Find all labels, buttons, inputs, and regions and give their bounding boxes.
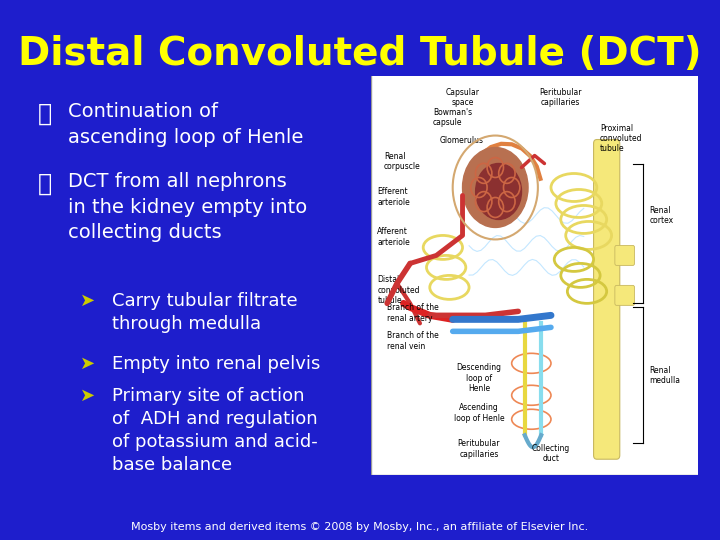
Text: Distal Convoluted Tubule (DCT): Distal Convoluted Tubule (DCT) — [18, 35, 702, 73]
Text: Renal
cortex: Renal cortex — [649, 206, 673, 225]
Circle shape — [462, 147, 528, 227]
Text: ⎄: ⎄ — [38, 172, 52, 196]
Text: ⎄: ⎄ — [38, 102, 52, 126]
Text: Efferent
arteriole: Efferent arteriole — [377, 187, 410, 207]
Text: Renal
corpuscle: Renal corpuscle — [384, 152, 420, 171]
Text: Bowman's
capsule: Bowman's capsule — [433, 107, 472, 127]
Text: Peritubular
capillaries: Peritubular capillaries — [458, 439, 500, 458]
Text: Distal
convoluted
tubule: Distal convoluted tubule — [377, 275, 420, 305]
Circle shape — [476, 164, 521, 219]
Text: Peritubular
capillaries: Peritubular capillaries — [539, 87, 582, 107]
Text: Empty into renal pelvis: Empty into renal pelvis — [112, 355, 320, 373]
Text: Glomerulus: Glomerulus — [440, 136, 484, 145]
FancyBboxPatch shape — [371, 0, 720, 475]
Text: Branch of the
renal artery: Branch of the renal artery — [387, 303, 439, 323]
Text: Afferent
arteriole: Afferent arteriole — [377, 227, 410, 247]
Text: Primary site of action
of  ADH and regulation
of potassium and acid-
base balanc: Primary site of action of ADH and regula… — [112, 387, 318, 474]
Text: Ascending
loop of Henle: Ascending loop of Henle — [454, 403, 504, 423]
FancyBboxPatch shape — [593, 139, 620, 459]
FancyBboxPatch shape — [615, 286, 634, 306]
Text: ➤: ➤ — [80, 355, 95, 373]
Text: Branch of the
renal vein: Branch of the renal vein — [387, 332, 439, 351]
Text: Mosby items and derived items © 2008 by Mosby, Inc., an affiliate of Elsevier In: Mosby items and derived items © 2008 by … — [131, 522, 589, 532]
Text: DCT from all nephrons
in the kidney empty into
collecting ducts: DCT from all nephrons in the kidney empt… — [68, 172, 307, 242]
Text: ➤: ➤ — [80, 292, 95, 310]
Text: Continuation of
ascending loop of Henle: Continuation of ascending loop of Henle — [68, 102, 303, 147]
Text: Capsular
space: Capsular space — [446, 87, 480, 107]
Text: Renal
medulla: Renal medulla — [649, 366, 680, 385]
Text: Descending
loop of
Henle: Descending loop of Henle — [456, 363, 501, 393]
FancyBboxPatch shape — [615, 245, 634, 266]
Text: Collecting
duct: Collecting duct — [532, 444, 570, 463]
Text: Proximal
convoluted
tubule: Proximal convoluted tubule — [600, 124, 643, 153]
Text: ➤: ➤ — [80, 387, 95, 405]
Text: Carry tubular filtrate
through medulla: Carry tubular filtrate through medulla — [112, 292, 297, 333]
